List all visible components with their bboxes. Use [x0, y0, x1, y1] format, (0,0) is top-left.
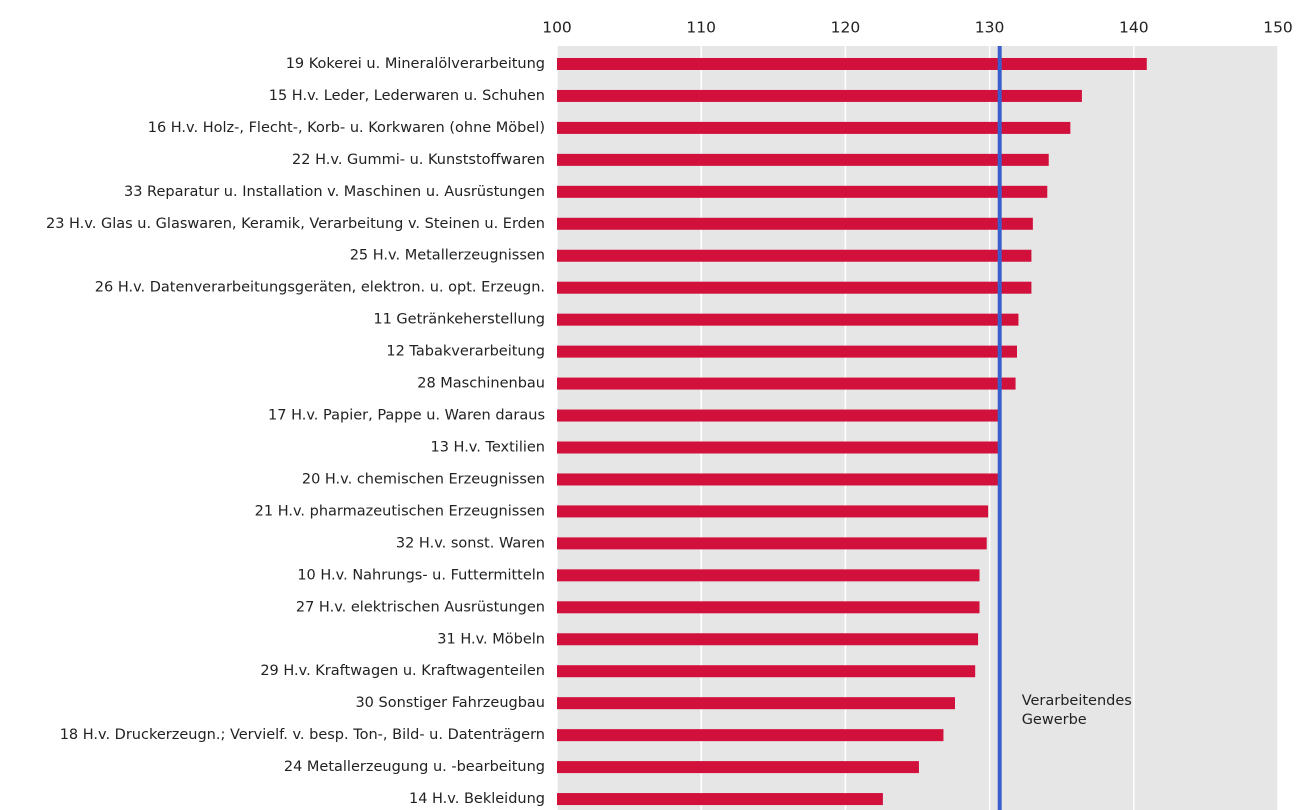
y-tick-label: 20 H.v. chemischen Erzeugnissen: [302, 471, 545, 487]
y-tick-label: 19 Kokerei u. Mineralölverarbeitung: [286, 56, 545, 72]
bar: [557, 153, 1049, 166]
y-tick-label: 29 H.v. Kraftwagen u. Kraftwagenteilen: [260, 663, 545, 679]
x-tick-label: 110: [686, 19, 716, 37]
bar: [557, 313, 1019, 326]
bar: [557, 121, 1071, 134]
y-tick-label: 30 Sonstiger Fahrzeugbau: [355, 695, 545, 711]
bar: [557, 249, 1032, 262]
y-tick-label: 17 H.v. Papier, Pappe u. Waren daraus: [268, 408, 545, 424]
bar: [557, 345, 1017, 358]
y-tick-label: 15 H.v. Leder, Lederwaren u. Schuhen: [269, 88, 545, 104]
y-tick-label: 31 H.v. Möbeln: [437, 631, 545, 647]
bar: [557, 665, 976, 678]
x-tick-label: 150: [1263, 19, 1293, 37]
y-tick-label: 22 H.v. Gummi- u. Kunststoffwaren: [292, 152, 545, 168]
annotation: Verarbeitendes: [1022, 693, 1132, 709]
bar: [557, 409, 999, 422]
bar: [557, 697, 955, 710]
bar: [557, 217, 1033, 230]
y-tick-label: 23 H.v. Glas u. Glaswaren, Keramik, Vera…: [46, 216, 545, 232]
bar: [557, 441, 999, 454]
y-tick-label: 33 Reparatur u. Installation v. Maschine…: [124, 184, 545, 200]
y-tick-label: 10 H.v. Nahrungs- u. Futtermitteln: [297, 567, 545, 583]
y-tick-label: 12 Tabakverarbeitung: [386, 344, 545, 360]
y-tick-label: 21 H.v. pharmazeutischen Erzeugnissen: [255, 503, 545, 519]
bar: [557, 537, 987, 550]
bar: [557, 633, 979, 646]
bar: [557, 601, 980, 614]
y-tick-label: 32 H.v. sonst. Waren: [396, 535, 545, 551]
y-tick-label: 18 H.v. Druckerzeugn.; Vervielf. v. besp…: [60, 727, 545, 743]
y-tick-label: 11 Getränkeherstellung: [373, 312, 545, 328]
x-tick-label: 130: [975, 19, 1005, 37]
x-tick-label: 140: [1119, 19, 1149, 37]
bar: [557, 569, 980, 582]
bar: [557, 473, 999, 486]
bar: [557, 89, 1082, 102]
y-tick-label: 13 H.v. Textilien: [430, 440, 545, 456]
y-tick-label: 14 H.v. Bekleidung: [409, 791, 545, 807]
plot-background: [557, 46, 1278, 810]
bar: [557, 793, 883, 806]
y-tick-label: 25 H.v. Metallerzeugnissen: [350, 248, 545, 264]
x-tick-label: 120: [831, 19, 861, 37]
bar: [557, 377, 1016, 390]
bar: [557, 281, 1032, 294]
y-tick-label: 16 H.v. Holz-, Flecht-, Korb- u. Korkwar…: [148, 120, 545, 136]
annotation: Gewerbe: [1022, 712, 1087, 728]
bar: [557, 505, 989, 518]
y-tick-label: 24 Metallerzeugung u. -bearbeitung: [284, 759, 545, 775]
y-tick-label: 26 H.v. Datenverarbeitungsgeräten, elekt…: [95, 280, 545, 296]
y-tick-label: 28 Maschinenbau: [417, 376, 545, 392]
bar: [557, 761, 919, 774]
bar: [557, 729, 944, 742]
bar: [557, 185, 1048, 198]
x-tick-label: 100: [542, 19, 572, 37]
bar: [557, 57, 1147, 70]
y-tick-label: 27 H.v. elektrischen Ausrüstungen: [296, 599, 545, 615]
